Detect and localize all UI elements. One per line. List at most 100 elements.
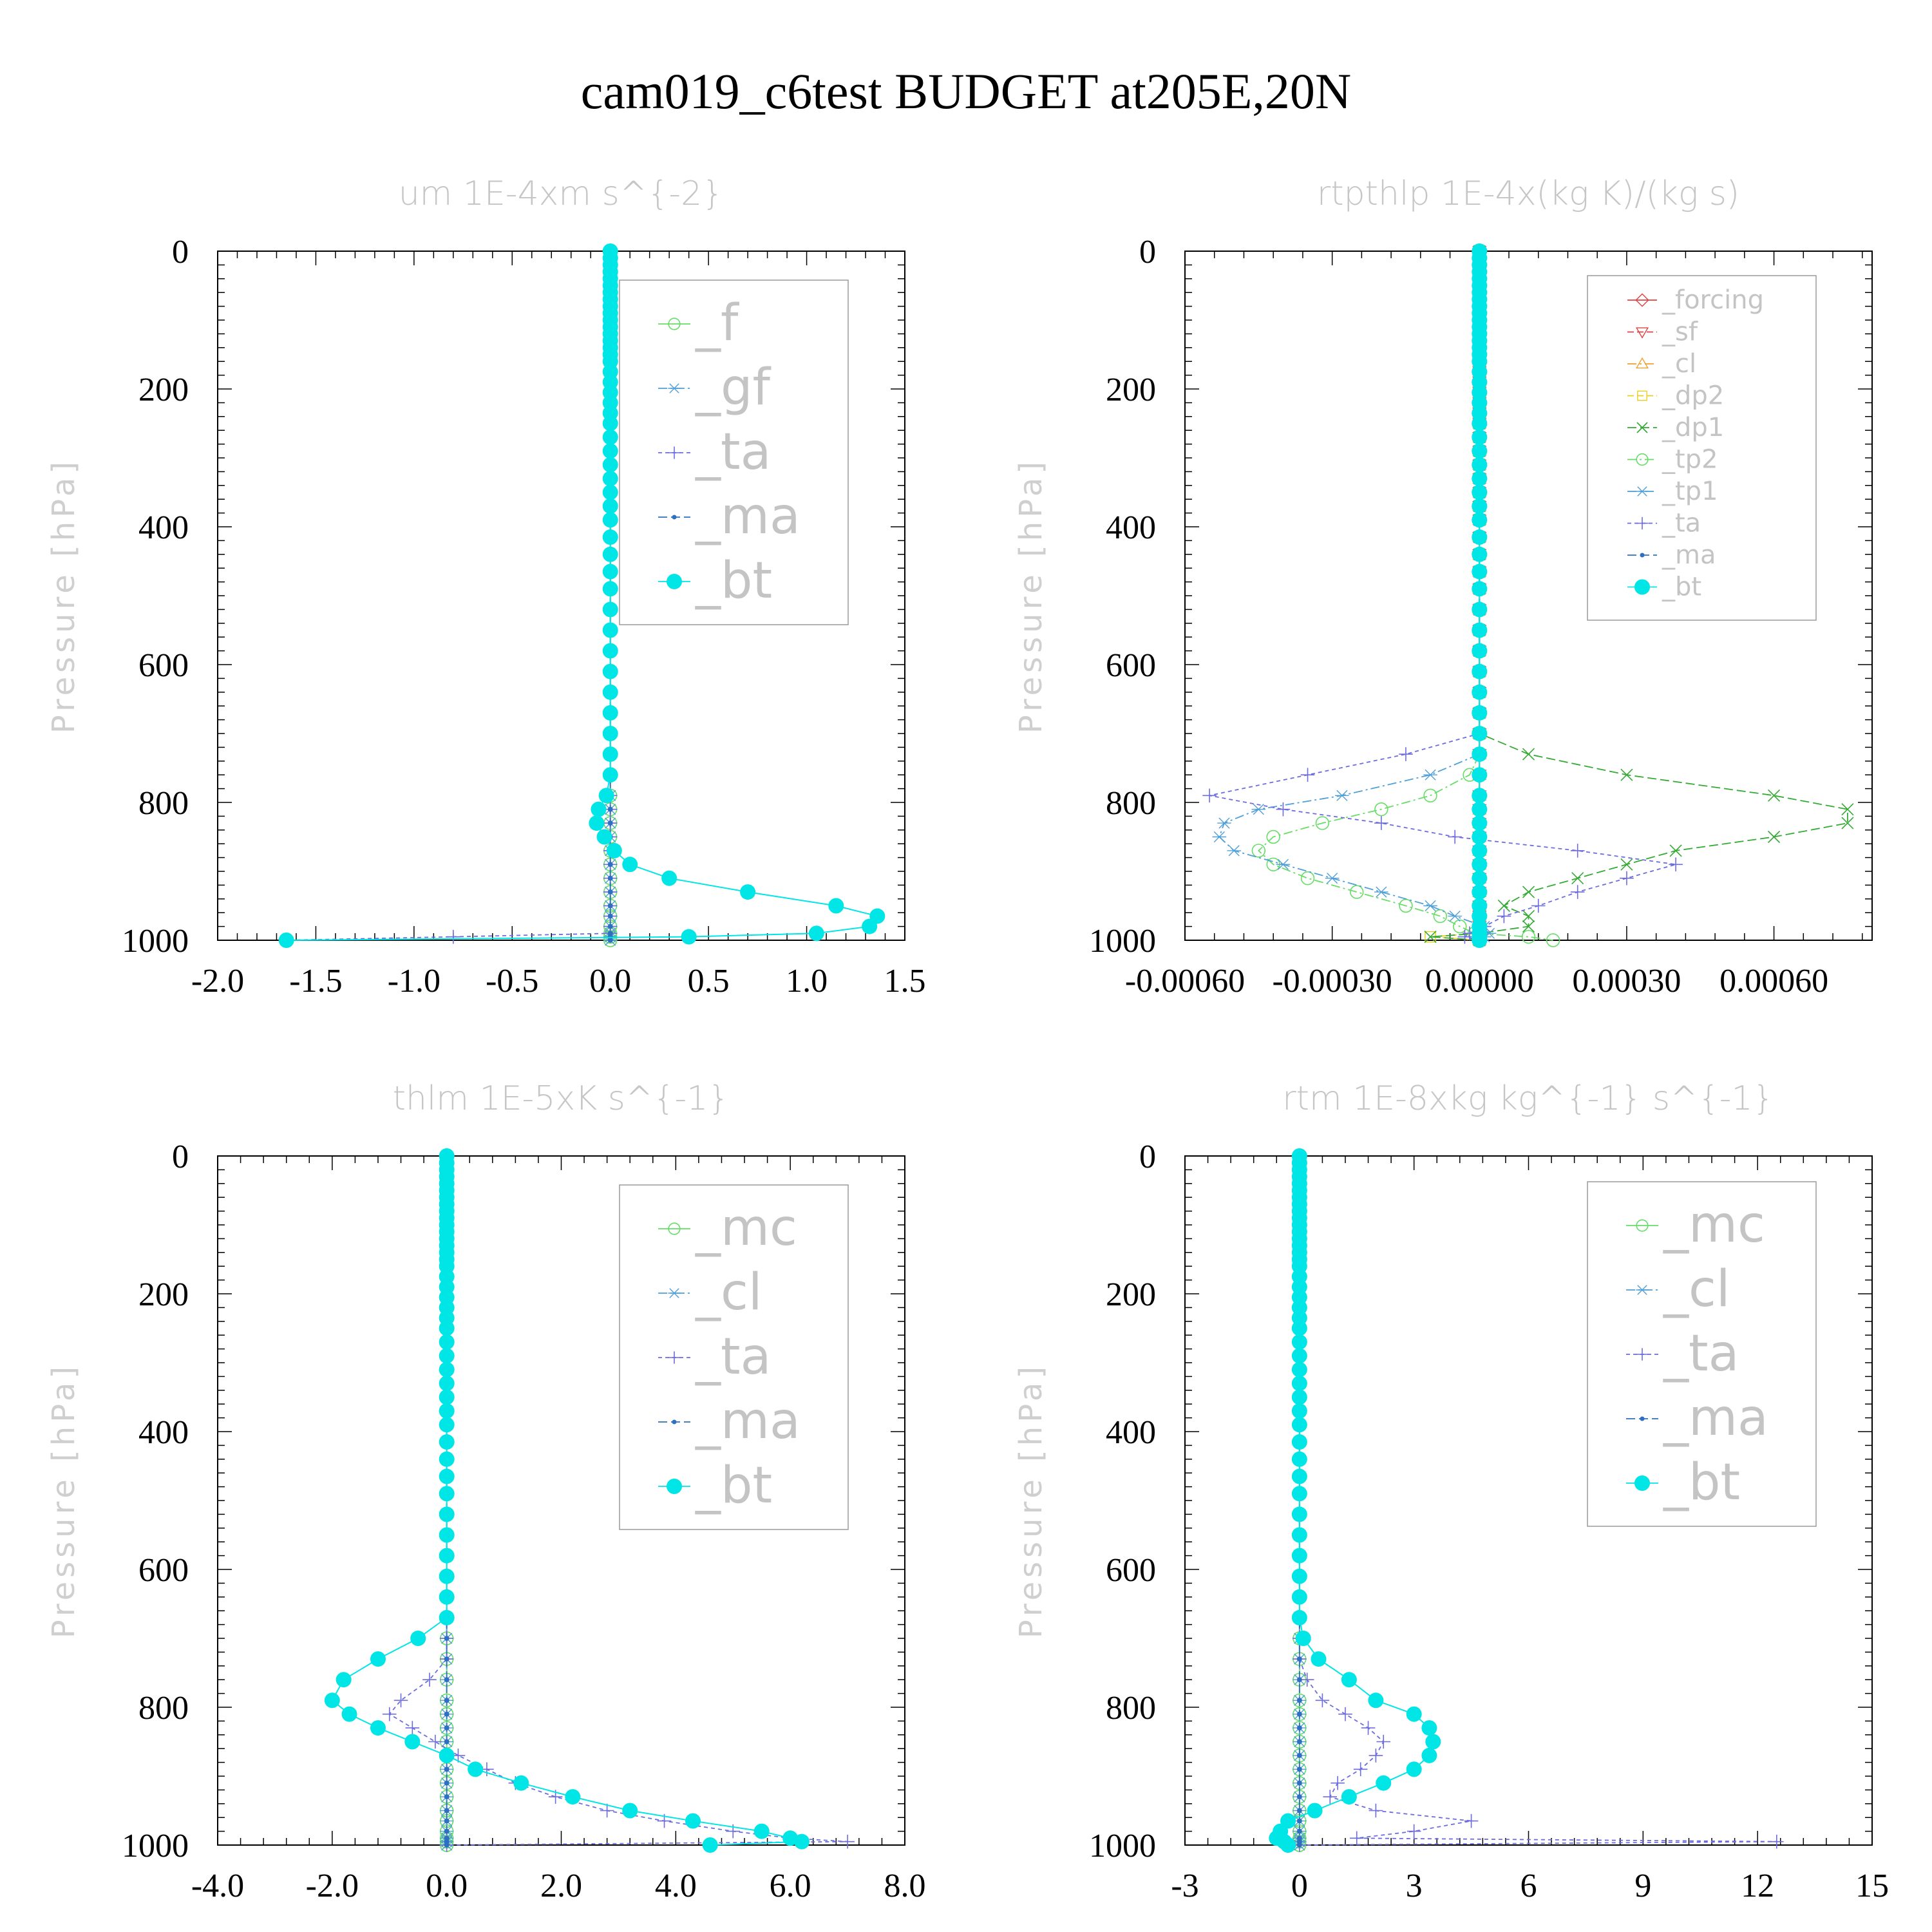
data-point-bt: [439, 1417, 455, 1433]
x-tick-label: 0: [1291, 1868, 1308, 1904]
x-tick-label: 0.00060: [1719, 963, 1828, 999]
data-point-bt: [1376, 1775, 1392, 1791]
data-point-ma: [607, 820, 613, 826]
legend-marker: [668, 446, 681, 459]
x-tick-label: -0.00030: [1272, 963, 1392, 999]
x-tick-label: 0.0: [589, 963, 631, 999]
y-tick-label: 1000: [122, 1828, 189, 1864]
legend-label: _ma: [695, 1392, 800, 1450]
data-point-bt: [1472, 643, 1488, 659]
data-point-bt: [1291, 1361, 1307, 1378]
data-point-ma: [1296, 1752, 1302, 1758]
data-point-dp1: [1522, 920, 1535, 933]
x-tick-label: 15: [1855, 1868, 1889, 1904]
data-point-ta: [1331, 1776, 1345, 1790]
data-point-bt: [1472, 498, 1488, 514]
chart-panel-1: um 1E-4xm s^{-2} Pressure [hPa] -2.0 -1.5 -1…: [46, 175, 926, 999]
legend-label: _ta: [1662, 508, 1701, 538]
data-point-bt: [439, 1403, 455, 1419]
data-point-bt: [1472, 870, 1488, 886]
data-point-bt: [1291, 1334, 1307, 1350]
data-point-bt: [1472, 471, 1488, 487]
data-point-ma: [607, 806, 613, 812]
data-point-tp2: [1251, 844, 1266, 858]
data-point-ma: [444, 1766, 450, 1772]
legend-marker: [1635, 293, 1649, 307]
data-point-bt: [602, 601, 618, 618]
data-point-bt: [439, 1506, 455, 1522]
legend-marker: [668, 317, 681, 330]
x-tick-label: -0.00060: [1125, 963, 1245, 999]
x-tick-label: 1.5: [884, 963, 926, 999]
data-point-dp1: [1768, 830, 1781, 844]
data-point-bt: [1291, 1417, 1307, 1433]
y-tick-label: 0: [1139, 234, 1156, 270]
data-point-tp1: [1251, 804, 1266, 815]
data-point-bt: [622, 857, 638, 873]
data-point-ma: [1296, 1711, 1302, 1717]
data-point-bt: [439, 1376, 455, 1392]
y-tick-label: 1000: [1089, 923, 1156, 960]
data-point-bt: [439, 1568, 455, 1584]
legend-label: _cl: [1662, 349, 1696, 379]
legend-marker: [668, 1222, 681, 1235]
data-point-ta: [1669, 857, 1683, 872]
data-point-ma: [1296, 1818, 1302, 1824]
figure-title: cam019_c6test BUDGET at205E,20N: [581, 63, 1352, 119]
data-point-tp1: [1335, 790, 1349, 801]
y-tick-label: 400: [1106, 509, 1156, 546]
data-point-ma: [1296, 1808, 1302, 1814]
data-point-bt: [1472, 622, 1488, 638]
data-point-bt: [1291, 1451, 1307, 1467]
data-point-ta: [1406, 1824, 1421, 1839]
data-point-ta: [1353, 1762, 1368, 1777]
data-point-ma: [1296, 1739, 1302, 1745]
data-point-bt: [439, 1468, 455, 1484]
x-tick-label: 0.5: [688, 963, 730, 999]
legend-box: [619, 1184, 849, 1530]
data-point-bt: [1291, 1609, 1307, 1625]
legend-label: _ta: [1663, 1325, 1739, 1383]
y-tick-label: 600: [1106, 647, 1156, 684]
data-point-bt: [565, 1789, 581, 1805]
data-point-bt: [602, 457, 618, 473]
chart-panel-4: rtm 1E-8xkg kg^{-1} s^{-1} Pressure [hPa]…: [1013, 1079, 1889, 1904]
data-point-bt: [702, 1837, 718, 1853]
data-point-bt: [1472, 684, 1488, 700]
data-point-dp1: [1522, 748, 1535, 761]
data-point-dp1: [1620, 858, 1633, 871]
data-point-ma: [444, 1677, 450, 1683]
data-point-bt: [602, 415, 618, 431]
x-tick-label: -3: [1171, 1868, 1198, 1904]
data-point-dp1: [1497, 899, 1510, 913]
data-point-bt: [602, 443, 618, 459]
legend-marker: [672, 1419, 677, 1425]
data-point-ta: [1374, 816, 1388, 830]
data-point-tp1: [1217, 817, 1231, 829]
data-point-dp1: [1841, 803, 1854, 816]
legend-marker: [667, 1479, 682, 1494]
data-point-tp2: [1453, 919, 1467, 934]
data-point-ta: [393, 1693, 408, 1708]
data-point-bt: [1472, 815, 1488, 831]
x-tick-label: -1.0: [388, 963, 440, 999]
data-point-ma: [1296, 1780, 1302, 1786]
data-point-ta: [840, 1834, 855, 1849]
legend-label: _cl: [1663, 1260, 1730, 1318]
data-point-ma: [444, 1739, 450, 1745]
data-point-bt: [324, 1692, 340, 1709]
data-point-bt: [439, 1747, 455, 1763]
legend-label: _ma: [1663, 1389, 1768, 1447]
data-point-bt: [439, 1361, 455, 1378]
series-group: [278, 243, 886, 948]
legend-label: _cl: [695, 1264, 762, 1321]
y-tick-label: 600: [1106, 1552, 1156, 1589]
data-point-ta: [422, 1672, 437, 1687]
legend-marker: [1640, 1416, 1645, 1421]
data-point-bt: [602, 512, 618, 528]
legend: _forcing_sf _cl_dp2 _dp1_tp2 _tp1_ta_ma_bt: [1587, 275, 1817, 621]
data-point-bt: [1425, 1734, 1441, 1750]
legend-label: _bt: [1663, 1454, 1740, 1511]
legend-label: _bt: [695, 552, 772, 610]
